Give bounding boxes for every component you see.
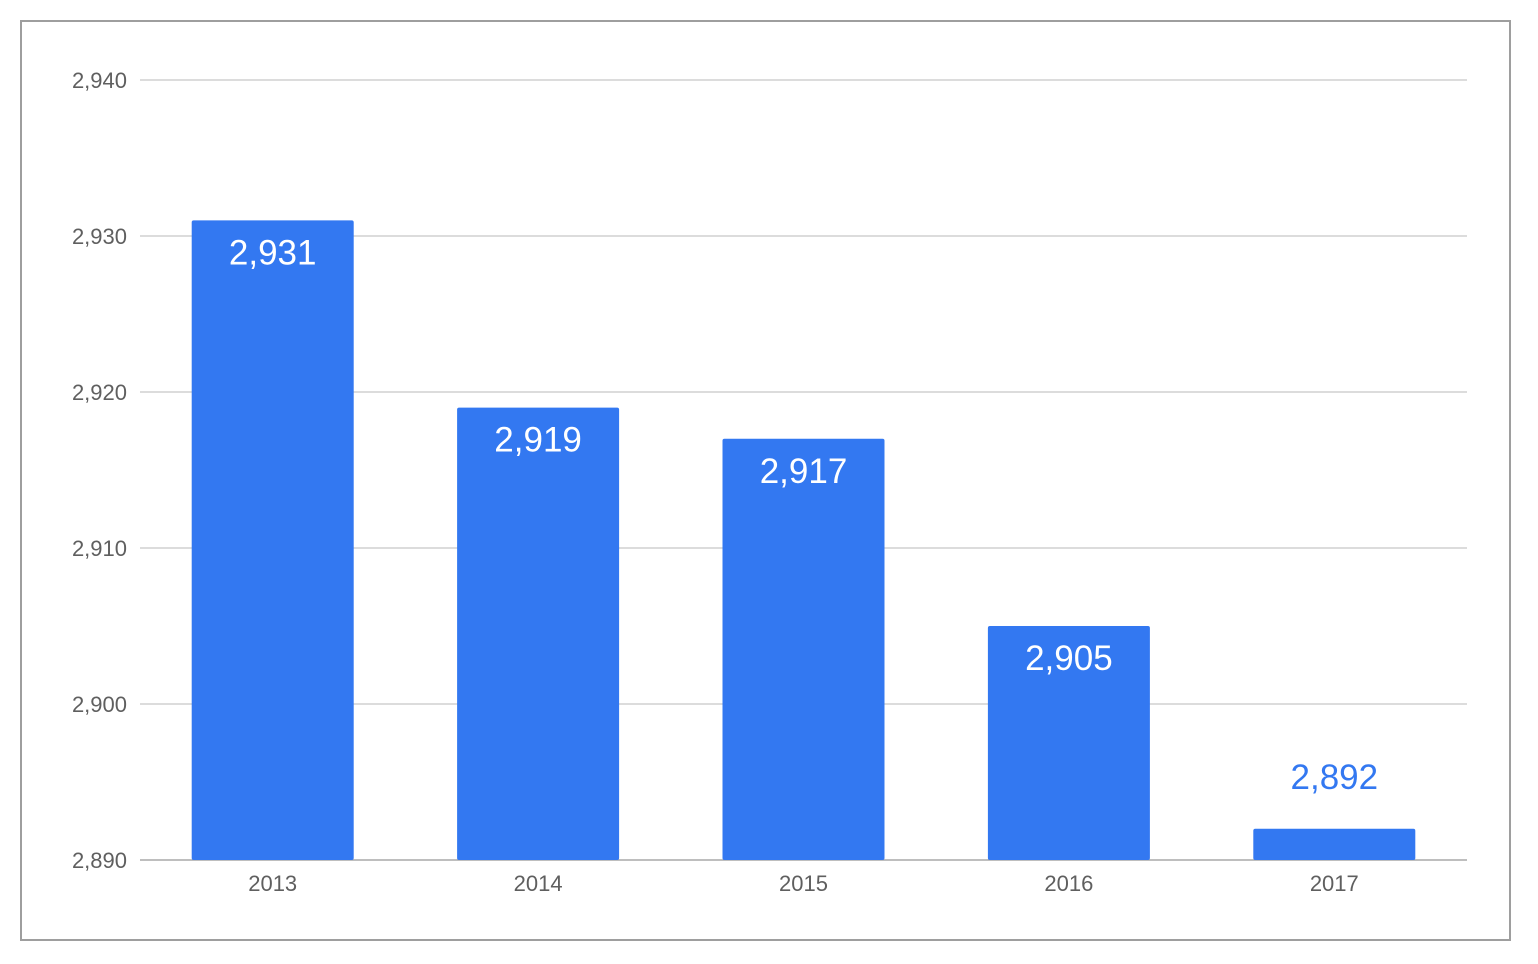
y-tick-label: 2,930	[72, 224, 127, 249]
x-axis-ticks: 2013 2014 2015 2016 2017	[248, 871, 1359, 896]
x-tick-label: 2017	[1310, 871, 1359, 896]
data-label-2017: 2,892	[1291, 758, 1379, 797]
data-label-2015: 2,917	[760, 452, 848, 491]
x-tick-label: 2014	[514, 871, 563, 896]
bar-2014	[457, 407, 620, 860]
y-tick-label: 2,900	[72, 692, 127, 717]
x-tick-label: 2015	[779, 871, 828, 896]
gridlines	[140, 79, 1467, 861]
bar-2013	[191, 220, 354, 860]
data-label-2014: 2,919	[494, 421, 582, 460]
y-tick-label: 2,910	[72, 536, 127, 561]
y-tick-label: 2,940	[72, 68, 127, 93]
bar-2016	[987, 626, 1150, 860]
y-tick-label: 2,920	[72, 380, 127, 405]
x-tick-label: 2016	[1044, 871, 1093, 896]
bar-2015	[722, 438, 885, 860]
bar-2017	[1253, 828, 1416, 860]
data-label-2013: 2,931	[229, 233, 317, 272]
data-label-2016: 2,905	[1025, 639, 1113, 678]
y-axis-ticks: 2,890 2,900 2,910 2,920 2,930 2,940	[72, 68, 127, 873]
bars	[191, 220, 1416, 860]
x-tick-label: 2013	[248, 871, 297, 896]
data-labels: 2,931 2,919 2,917 2,905 2,892	[229, 233, 1378, 796]
y-tick-label: 2,890	[72, 848, 127, 873]
